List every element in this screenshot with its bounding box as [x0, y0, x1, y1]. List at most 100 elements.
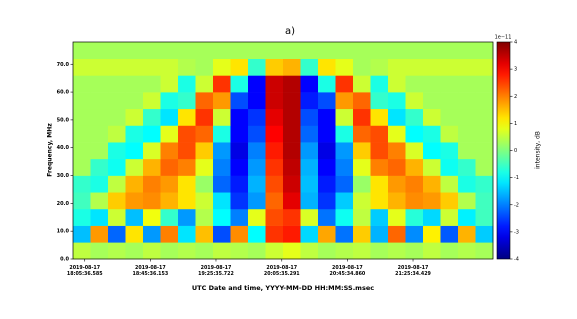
heatmap-cell: [353, 175, 371, 193]
colorbar-tick-label: -3: [514, 229, 519, 235]
heatmap-cell: [73, 158, 91, 176]
colorbar: [496, 41, 511, 260]
heatmap-cell: [265, 158, 284, 176]
heatmap-cell: [213, 42, 231, 59]
heatmap-cell: [230, 208, 249, 226]
heatmap-cell: [388, 125, 406, 143]
heatmap-cell: [335, 192, 354, 210]
heatmap-cell: [178, 158, 196, 176]
heatmap-cell: [475, 208, 494, 226]
heatmap-cell: [108, 142, 126, 160]
colorbar-label: intensity, dB: [535, 131, 542, 169]
heatmap-cell: [248, 108, 266, 126]
heatmap-cell: [300, 58, 319, 76]
heatmap-cell: [160, 208, 179, 226]
heatmap-cell: [440, 175, 459, 193]
heatmap-cell: [405, 225, 424, 243]
heatmap-cell: [143, 225, 161, 243]
y-tick-label: 20.0: [57, 201, 70, 207]
heatmap-cell: [248, 242, 266, 260]
heatmap-cell: [90, 208, 109, 226]
heatmap-cell: [195, 175, 214, 193]
heatmap-cell: [388, 225, 406, 243]
heatmap-cell: [388, 192, 406, 210]
heatmap-cell: [475, 108, 494, 126]
heatmap-cell: [318, 75, 336, 93]
heatmap-cell: [423, 225, 441, 243]
heatmap-cell: [195, 158, 214, 176]
heatmap-cell: [475, 175, 494, 193]
heatmap-cell: [143, 108, 161, 126]
heatmap-cell: [388, 242, 406, 260]
heatmap-cell: [318, 175, 336, 193]
heatmap-cell: [73, 125, 91, 143]
heatmap-cell: [90, 142, 109, 160]
heatmap-cell: [283, 242, 301, 260]
heatmap-cell: [160, 108, 179, 126]
heatmap-cell: [195, 92, 214, 110]
heatmap-cell: [318, 158, 336, 176]
heatmap-cell: [195, 225, 214, 243]
heatmap-cell: [458, 108, 476, 126]
heatmap-cell: [300, 92, 319, 110]
heatmap-cell: [73, 108, 91, 126]
heatmap-cell: [90, 125, 109, 143]
heatmap-cell: [178, 108, 196, 126]
heatmap-cell: [90, 192, 109, 210]
heatmap-cell: [73, 58, 91, 76]
heatmap-cell: [440, 58, 459, 76]
heatmap-cell: [73, 142, 91, 160]
heatmap-cell: [73, 42, 91, 59]
heatmap-cell: [353, 42, 371, 59]
heatmap-cell: [440, 42, 459, 59]
heatmap-cell: [265, 58, 284, 76]
heatmap-cell: [125, 75, 144, 93]
heatmap-cell: [178, 42, 196, 59]
heatmap-cell: [300, 42, 319, 59]
heatmap-cell: [178, 75, 196, 93]
colorbar-tick-label: 2: [514, 94, 517, 100]
heatmap-cell: [475, 58, 494, 76]
x-tick-label: 2019-08-17 18:05:36.585: [67, 265, 103, 277]
heatmap-cell: [458, 225, 476, 243]
x-tick-label: 2019-08-17 20:05:35.291: [264, 265, 300, 277]
heatmap-cell: [160, 92, 179, 110]
heatmap-cell: [73, 92, 91, 110]
heatmap-cell: [458, 192, 476, 210]
heatmap-cell: [370, 92, 389, 110]
heatmap-cell: [178, 225, 196, 243]
heatmap-cell: [370, 142, 389, 160]
heatmap-cell: [160, 142, 179, 160]
heatmap-cell: [423, 158, 441, 176]
heatmap-cell: [370, 225, 389, 243]
heatmap-cell: [283, 158, 301, 176]
heatmap-cell: [440, 208, 459, 226]
heatmap-cell: [143, 208, 161, 226]
chart-title: a): [285, 26, 295, 37]
heatmap-cell: [230, 92, 249, 110]
heatmap-cell: [335, 158, 354, 176]
heatmap-cell: [195, 125, 214, 143]
heatmap-cell: [125, 208, 144, 226]
heatmap-cell: [178, 208, 196, 226]
heatmap-cell: [230, 125, 249, 143]
heatmap-cell: [300, 142, 319, 160]
heatmap-cell: [108, 208, 126, 226]
heatmap-cell: [160, 175, 179, 193]
heatmap-cell: [388, 142, 406, 160]
heatmap-cell: [125, 58, 144, 76]
heatmap-cell: [405, 158, 424, 176]
heatmap-cell: [265, 192, 284, 210]
heatmap-cell: [283, 108, 301, 126]
heatmap-cell: [178, 125, 196, 143]
heatmap-cell: [195, 142, 214, 160]
colorbar-tick-label: -2: [514, 202, 519, 208]
heatmap-cell: [318, 242, 336, 260]
heatmap-cell: [248, 208, 266, 226]
heatmap-cell: [73, 208, 91, 226]
colorbar-tick-label: -4: [514, 257, 519, 263]
colorbar-tick-label: 0: [514, 148, 517, 154]
heatmap-cell: [283, 192, 301, 210]
heatmap-cell: [213, 142, 231, 160]
